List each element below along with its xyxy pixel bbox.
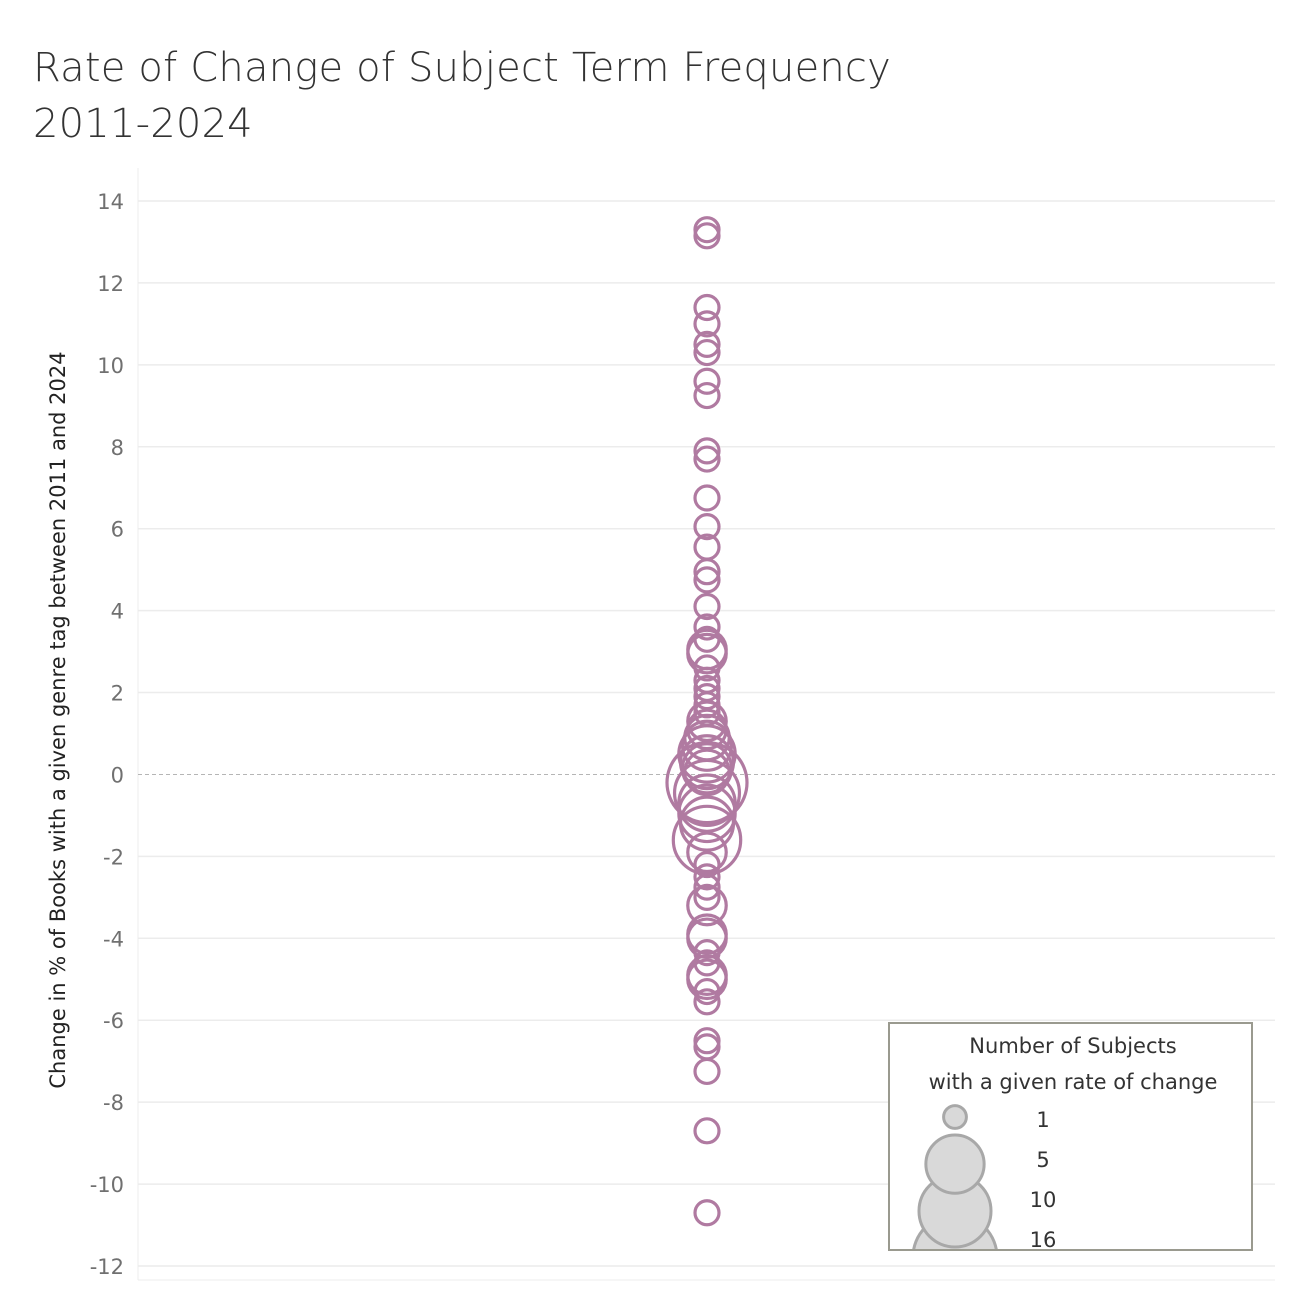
y-tick-label: 4 [111, 600, 124, 624]
data-point [693, 691, 721, 719]
legend-title-line: Number of Subjects [969, 1034, 1176, 1058]
data-point [693, 558, 721, 586]
legend-label: 1 [1036, 1108, 1049, 1132]
data-point [686, 632, 728, 675]
data-point [693, 445, 721, 473]
legend-swatch [942, 1104, 968, 1130]
data-point [693, 1117, 721, 1145]
data-points [665, 216, 749, 1227]
data-point [693, 949, 721, 977]
data-point [693, 683, 721, 711]
data-point [678, 734, 736, 791]
size-legend: Number of Subjects with a given rate of c… [888, 1022, 1253, 1252]
data-point [693, 625, 721, 653]
data-point [693, 566, 721, 594]
y-tick-label: 8 [111, 436, 124, 460]
data-point [693, 613, 721, 641]
data-point [693, 863, 721, 891]
y-tick-label: -4 [103, 927, 124, 951]
data-point [677, 783, 737, 844]
y-tick-label: 2 [111, 682, 124, 706]
data-point [693, 592, 721, 621]
data-point [693, 437, 721, 465]
data-point [686, 831, 728, 874]
data-point [693, 883, 721, 911]
data-point [693, 977, 721, 1006]
y-tick-label: -12 [90, 1255, 124, 1279]
chart-title: Rate of Change of Subject Term Frequency… [33, 40, 891, 152]
y-axis: 14 12 10 8 6 4 2 0 -2 -4 -6 -8 -10 -12 Change in % of … [46, 190, 124, 1279]
data-point [693, 513, 721, 541]
data-point [693, 293, 721, 322]
legend-swatch [924, 1133, 986, 1195]
y-tick-label: -2 [103, 845, 124, 869]
y-tick-label: 6 [111, 518, 124, 542]
y-tick-label: 10 [97, 354, 124, 378]
y-axis-title: Change in % of Books with a given genre … [46, 351, 70, 1088]
data-point [693, 699, 721, 727]
y-tick-label: -10 [90, 1173, 124, 1197]
chart-title-line-1: Rate of Change of Subject Term Frequency [33, 45, 891, 91]
gridlines [137, 168, 1275, 1281]
data-point [693, 1199, 721, 1227]
data-point [693, 381, 721, 410]
legend-label: 10 [1030, 1188, 1057, 1212]
legend-title-line: with a given rate of change [929, 1070, 1218, 1094]
legend-label: 5 [1036, 1148, 1049, 1172]
y-tick-label: 14 [97, 190, 124, 214]
data-point [678, 795, 736, 852]
data-point [693, 1057, 721, 1086]
legend-label: 16 [1030, 1228, 1057, 1252]
data-point [693, 330, 721, 358]
data-point [693, 367, 721, 395]
data-point [686, 628, 728, 671]
data-point [677, 773, 737, 833]
chart-title-line-2: 2011-2024 [33, 101, 253, 147]
data-point [686, 913, 728, 956]
data-point [693, 484, 721, 512]
legend-swatches [912, 1104, 998, 1249]
y-tick-label: 12 [97, 272, 124, 296]
data-point [680, 719, 734, 772]
y-tick-label: -6 [103, 1009, 124, 1033]
data-point [693, 222, 721, 250]
data-point [693, 988, 721, 1016]
data-point [686, 958, 728, 1001]
y-tick-label: -8 [103, 1091, 124, 1115]
data-point [693, 338, 721, 367]
data-point [693, 654, 721, 682]
data-point [693, 873, 721, 901]
y-tick-label: 0 [111, 763, 124, 787]
data-point [680, 742, 734, 795]
data-point [693, 939, 721, 967]
data-point [693, 310, 721, 338]
